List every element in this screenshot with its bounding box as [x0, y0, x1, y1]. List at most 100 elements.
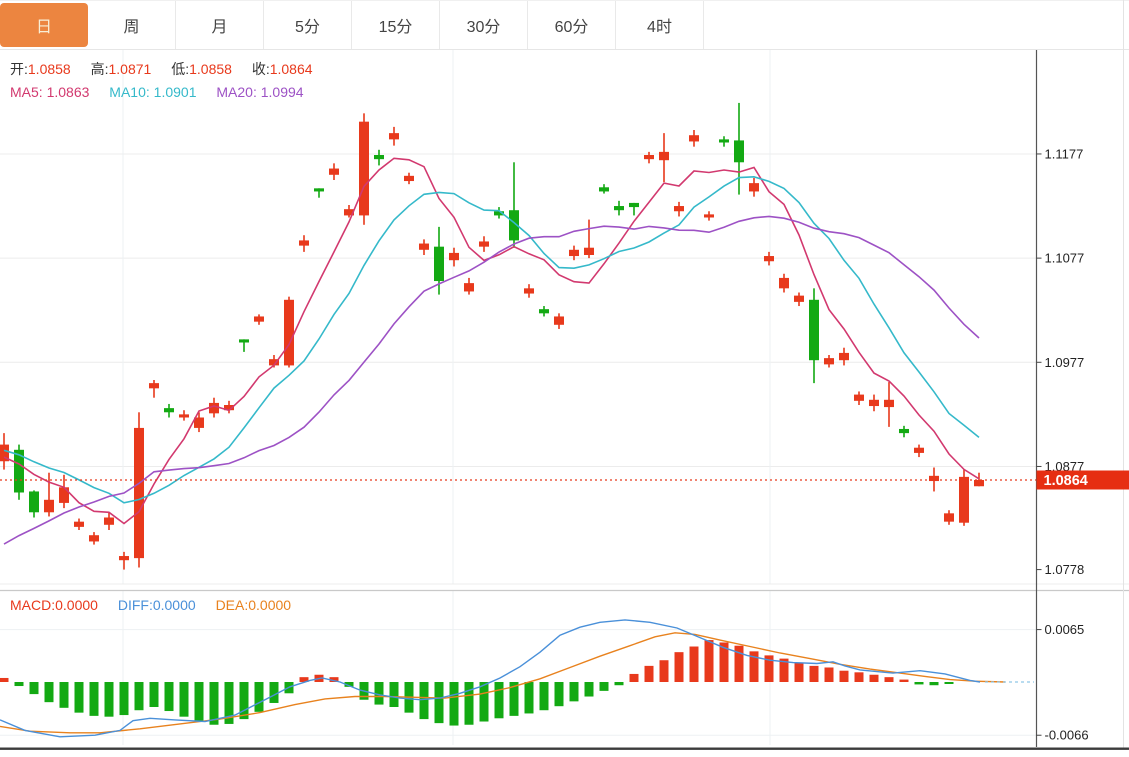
- macd-legend: MACD:0.0000 DIFF:0.0000 DEA:0.0000: [10, 597, 307, 613]
- ma5-legend: MA5: 1.0863: [10, 84, 89, 100]
- macd-bar: [585, 682, 594, 697]
- macd-bar: [135, 682, 144, 710]
- candle-body: [539, 309, 549, 313]
- macd-bar: [810, 666, 819, 682]
- macd-bar: [105, 682, 114, 717]
- macd-bar: [675, 652, 684, 682]
- macd-bar: [120, 682, 129, 715]
- candle-body: [209, 403, 219, 413]
- ma10-line: [4, 177, 979, 503]
- macd-bar: [60, 682, 69, 708]
- candle-body: [374, 155, 384, 159]
- candle-body: [854, 395, 864, 401]
- price-badge: 1.0864: [1037, 471, 1129, 490]
- candle-body: [449, 253, 459, 260]
- macd-bar: [930, 682, 939, 685]
- diff-value-legend: DIFF:0.0000: [118, 597, 196, 613]
- macd-bar: [45, 682, 54, 702]
- candle-body: [599, 187, 609, 191]
- macd-bar: [435, 682, 444, 723]
- axis-tick-label: 1.1077: [1045, 251, 1085, 266]
- candle-body: [329, 169, 339, 175]
- macd-bar: [885, 677, 894, 682]
- candle-body: [719, 139, 729, 142]
- macd-bar: [645, 666, 654, 682]
- macd-bar: [870, 675, 879, 682]
- macd-bar: [795, 663, 804, 682]
- price-badge-text: 1.0864: [1044, 473, 1088, 489]
- candle-body: [134, 428, 144, 558]
- ma-lines: [4, 158, 979, 544]
- candle-body: [419, 244, 429, 250]
- macd-bar: [525, 682, 534, 713]
- axis-labels: 1.11771.10771.09771.08771.07780.0065-0.0…: [1037, 146, 1089, 742]
- candle-body: [809, 300, 819, 360]
- candle-body: [434, 247, 444, 281]
- candle-body: [884, 400, 894, 407]
- axis-tick-label: 1.1177: [1045, 146, 1084, 161]
- candle-body: [839, 353, 849, 360]
- macd-bar: [255, 682, 264, 712]
- axis-tick-label: -0.0066: [1045, 728, 1089, 743]
- candle-body: [314, 188, 324, 191]
- candle-body: [239, 339, 249, 342]
- macd-histogram: [0, 640, 954, 725]
- macd-bar: [480, 682, 489, 722]
- candle-body: [869, 400, 879, 406]
- candle-body: [299, 240, 309, 245]
- macd-bar: [150, 682, 159, 707]
- macd-bar: [180, 682, 189, 717]
- macd-bar: [855, 672, 864, 682]
- candle-body: [404, 176, 414, 181]
- macd-value-legend: MACD:0.0000: [10, 597, 98, 613]
- macd-lines: [0, 620, 1034, 737]
- candle-body: [749, 183, 759, 191]
- macd-bar: [15, 682, 24, 686]
- macd-bar: [615, 682, 624, 685]
- candle-body: [74, 522, 84, 527]
- candle-body: [284, 300, 294, 366]
- axis-tick-label: 0.0065: [1045, 622, 1085, 637]
- candle-body: [689, 135, 699, 141]
- macd-bar: [195, 682, 204, 722]
- candle-body: [524, 288, 534, 293]
- macd-bar: [630, 674, 639, 682]
- candle-body: [824, 358, 834, 364]
- macd-bar: [690, 647, 699, 682]
- macd-bar: [705, 640, 714, 682]
- macd-bar: [165, 682, 174, 711]
- macd-bar: [30, 682, 39, 694]
- macd-bar: [555, 682, 564, 706]
- candle-wick: [123, 552, 125, 570]
- candle-body: [359, 122, 369, 216]
- candle-body: [569, 250, 579, 256]
- candle-body: [734, 140, 744, 162]
- bottom-border: [0, 748, 1129, 750]
- candle-body: [779, 278, 789, 288]
- candles-layer: [0, 103, 984, 570]
- candle-body: [44, 500, 54, 512]
- macd-bar: [450, 682, 459, 726]
- low-quote: 低:1.0858: [171, 61, 232, 77]
- macd-bar: [465, 682, 474, 725]
- macd-bar: [90, 682, 99, 716]
- candle-wick: [153, 380, 155, 398]
- candle-body: [149, 383, 159, 388]
- macd-bar: [270, 682, 279, 703]
- candle-body: [629, 203, 639, 207]
- candle-body: [959, 477, 969, 523]
- candle-body: [899, 429, 909, 433]
- candle-body: [464, 283, 474, 291]
- axis-tick-label: 1.0977: [1045, 355, 1085, 370]
- candle-body: [914, 448, 924, 453]
- quote-row: 开:1.0858 高:1.0871 低:1.0858 收:1.0864: [10, 59, 329, 79]
- macd-bar: [900, 680, 909, 682]
- candle-body: [164, 408, 174, 412]
- macd-bar: [660, 660, 669, 682]
- candle-body: [119, 556, 129, 560]
- candle-body: [614, 206, 624, 210]
- candle-body: [659, 152, 669, 160]
